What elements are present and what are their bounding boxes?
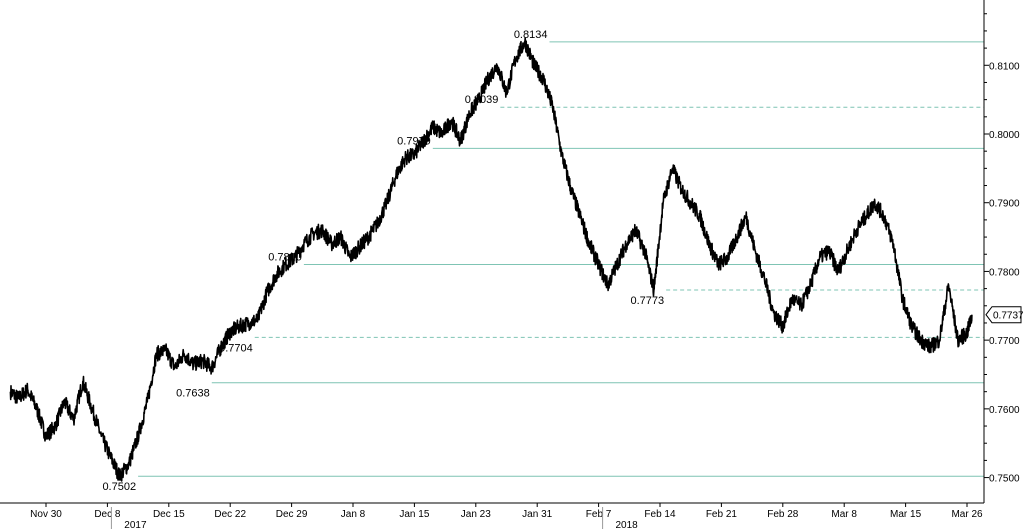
x-tick-label-13: Mar 8 xyxy=(831,509,857,520)
level-labels: 0.81340.80390.79790.78100.77730.77040.76… xyxy=(102,29,664,493)
x-tick-label-8: Jan 31 xyxy=(522,509,552,520)
x-tick-label-7: Jan 23 xyxy=(461,509,491,520)
y-tick-label-4: 0.7900 xyxy=(989,199,1020,210)
x-tick-label-5: Jan 8 xyxy=(341,509,366,520)
level-label-0: 0.8134 xyxy=(514,29,548,41)
y-tick-label-3: 0.7800 xyxy=(989,267,1020,278)
last-value-badge-shape xyxy=(985,306,1022,324)
x-tick-label-4: Dec 29 xyxy=(276,509,308,520)
year-labels: 2017 2018 xyxy=(110,507,638,529)
last-value-badge: 0.7737 xyxy=(985,306,1023,324)
y-axis-ticks: 0.7500 0.7600 0.7700 0.7800 0.7900 0.8000 0.81… xyxy=(984,13,1020,485)
x-tick-label-11: Feb 21 xyxy=(706,509,738,520)
y-tick-label-5: 0.8000 xyxy=(989,130,1020,141)
x-tick-label-10: Feb 14 xyxy=(644,509,676,520)
level-label-6: 0.7638 xyxy=(176,388,210,400)
x-tick-label-12: Feb 28 xyxy=(767,509,799,520)
year-label-1: 2018 xyxy=(615,520,638,529)
x-tick-label-0: Nov 30 xyxy=(30,509,62,520)
x-tick-label-2: Dec 15 xyxy=(153,509,185,520)
level-lines xyxy=(138,41,984,477)
x-tick-label-9: Feb 7 xyxy=(586,509,612,520)
y-tick-label-1: 0.7600 xyxy=(989,405,1020,416)
x-tick-label-15: Mar 26 xyxy=(951,509,983,520)
level-label-4: 0.7773 xyxy=(630,295,664,307)
last-value-label: 0.7737 xyxy=(993,311,1023,322)
y-tick-label-6: 0.8100 xyxy=(989,61,1020,72)
x-tick-label-6: Jan 15 xyxy=(399,509,429,520)
x-axis-ticks: Nov 30 Dec 8 Dec 15 Dec 22 Dec 29 Jan 8 Jan 15… xyxy=(30,503,983,520)
level-label-5: 0.7704 xyxy=(219,342,253,354)
x-tick-label-14: Mar 15 xyxy=(890,509,922,520)
x-tick-label-3: Dec 22 xyxy=(214,509,246,520)
year-label-0: 2017 xyxy=(124,520,147,529)
price-series-line xyxy=(9,37,973,482)
y-tick-label-0: 0.7500 xyxy=(989,474,1020,485)
level-label-7: 0.7502 xyxy=(102,481,136,493)
y-tick-label-2: 0.7700 xyxy=(989,336,1020,347)
x-tick-label-1: Dec 8 xyxy=(94,509,121,520)
